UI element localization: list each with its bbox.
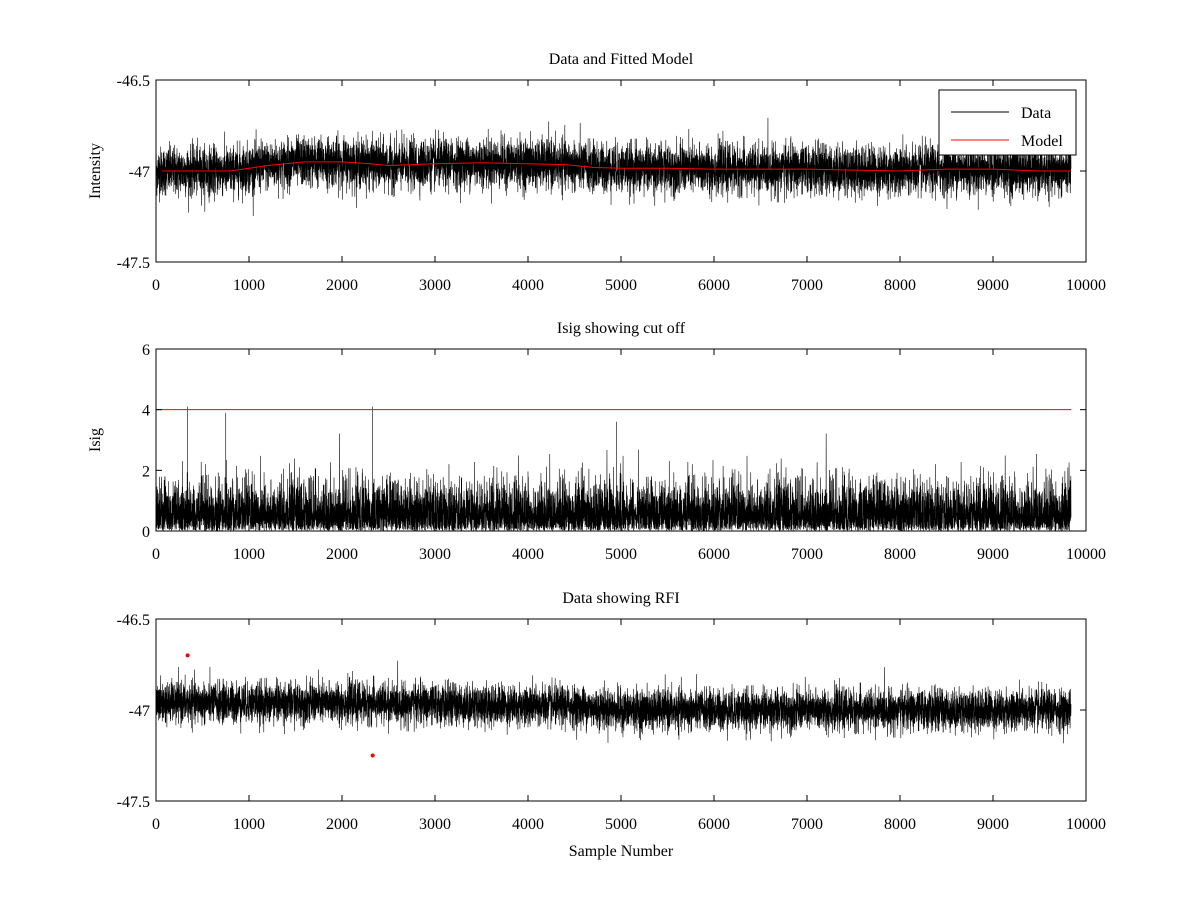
- y-tick-label: 6: [142, 342, 150, 359]
- series-line-data: [156, 117, 1072, 216]
- subplot-3: 0 1000 2000 3000 4000 5000 6000 7000 8000 9000 100…: [117, 590, 1106, 860]
- x-tick-label: 2000: [326, 277, 358, 294]
- rfi-marker: [185, 653, 190, 658]
- x-tick-label: 1000: [233, 816, 265, 833]
- y-tick-label: -47.5: [117, 255, 150, 272]
- rfi-marker: [370, 753, 375, 758]
- x-tick-label: 10000: [1066, 277, 1106, 294]
- x-tick-label: 5000: [605, 816, 637, 833]
- plot-area: [156, 117, 1072, 216]
- series-line-s0: [156, 406, 1072, 531]
- x-tick-label: 0: [152, 546, 160, 563]
- x-tick-label: 8000: [884, 546, 916, 563]
- legend-label-model: Model: [1021, 133, 1063, 150]
- legend: Data Model: [938, 89, 1077, 156]
- x-tick-label: 2000: [326, 816, 358, 833]
- y-tick-label: -47: [129, 164, 150, 181]
- x-tick-label: 2000: [326, 546, 358, 563]
- legend-label-data: Data: [1021, 105, 1051, 122]
- x-tick-label: 10000: [1066, 546, 1106, 563]
- x-tick-label: 9000: [977, 546, 1009, 563]
- x-tick-label: 7000: [791, 816, 823, 833]
- x-tick-label: 4000: [512, 546, 544, 563]
- x-tick-label: 5000: [605, 546, 637, 563]
- x-tick-label: 0: [152, 277, 160, 294]
- plot-area: [156, 653, 1072, 758]
- y-tick-label: 2: [142, 463, 150, 480]
- x-tick-label: 8000: [884, 816, 916, 833]
- y-tick-label: -46.5: [117, 73, 150, 90]
- legend-box: [938, 89, 1077, 156]
- y-tick-label: 0: [142, 524, 150, 541]
- y-tick-label: 4: [142, 403, 150, 420]
- x-tick-label: 4000: [512, 277, 544, 294]
- chart-title: Data and Fitted Model: [549, 51, 694, 68]
- x-tick-label: 3000: [419, 277, 451, 294]
- y-tick-label: -46.5: [117, 612, 150, 629]
- x-tick-label: 9000: [977, 277, 1009, 294]
- x-tick-label: 0: [152, 816, 160, 833]
- chart-title: Isig showing cut off: [557, 320, 686, 337]
- y-axis-label: Isig: [87, 428, 104, 452]
- plot-area: [156, 406, 1072, 531]
- x-tick-label: 6000: [698, 277, 730, 294]
- x-tick-label: 3000: [419, 546, 451, 563]
- y-axis-label: Intensity: [87, 143, 104, 199]
- x-tick-label: 6000: [698, 816, 730, 833]
- x-tick-label: 1000: [233, 277, 265, 294]
- x-axis-label: Sample Number: [569, 843, 674, 860]
- x-tick-label: 9000: [977, 816, 1009, 833]
- x-tick-label: 6000: [698, 546, 730, 563]
- series-line-model: [156, 161, 1072, 172]
- x-tick-label: 4000: [512, 816, 544, 833]
- x-tick-label: 3000: [419, 816, 451, 833]
- x-tick-label: 8000: [884, 277, 916, 294]
- x-tick-label: 10000: [1066, 816, 1106, 833]
- subplot-2: 0 1000 2000 3000 4000 5000 6000 7000 8000 9000 100…: [87, 320, 1106, 563]
- subplot-1: 0 1000 2000 3000 4000 5000 6000 7000 8000 9000 100…: [87, 51, 1106, 294]
- x-tick-label: 7000: [791, 277, 823, 294]
- x-tick-label: 7000: [791, 546, 823, 563]
- chart-title: Data showing RFI: [562, 590, 679, 607]
- y-tick-label: -47: [129, 703, 150, 720]
- y-tick-label: -47.5: [117, 794, 150, 811]
- x-tick-label: 1000: [233, 546, 265, 563]
- x-tick-label: 5000: [605, 277, 637, 294]
- series-line-s0: [156, 660, 1072, 744]
